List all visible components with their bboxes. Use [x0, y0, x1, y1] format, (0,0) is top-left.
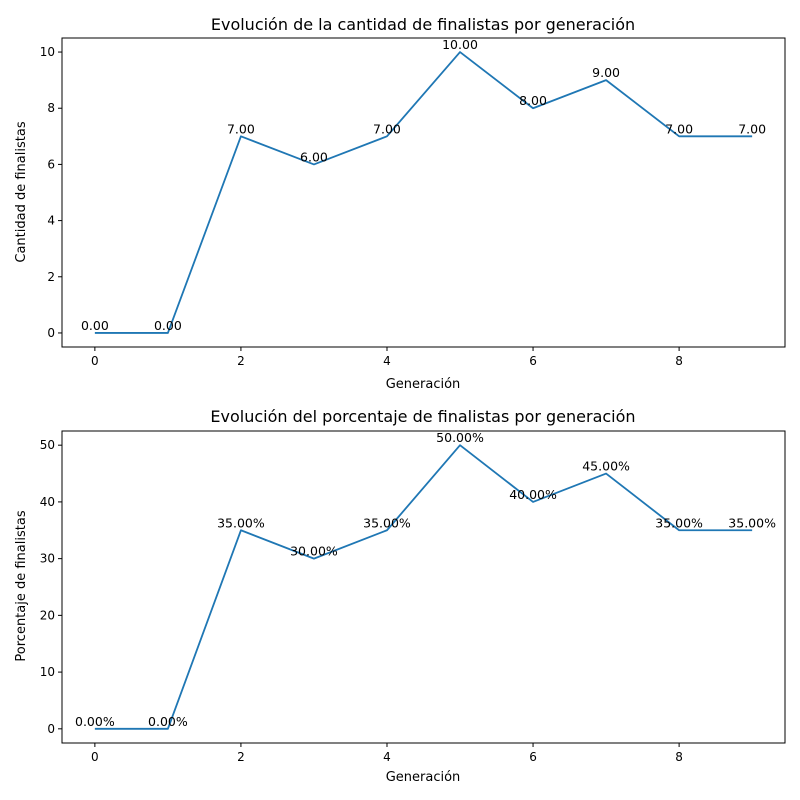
y-tick-label: 20 — [40, 608, 55, 622]
y-tick-label: 30 — [40, 552, 55, 566]
data-label: 0.00 — [154, 318, 182, 333]
x-tick-label: 4 — [383, 354, 391, 368]
y-tick-label: 0 — [47, 326, 55, 340]
y-axis-label: Cantidad de finalistas — [14, 121, 29, 262]
y-tick-label: 6 — [47, 157, 55, 171]
data-label: 35.00% — [217, 515, 265, 530]
data-label: 7.00 — [738, 121, 766, 136]
data-label: 9.00 — [592, 65, 620, 80]
data-label: 35.00% — [655, 515, 703, 530]
plot-area: 0.00 0.00 7.00 6.00 7.00 10.00 8.00 9.00 7.00 7.0… — [40, 37, 786, 368]
y-tick-label: 4 — [47, 214, 55, 228]
data-label: 45.00% — [582, 459, 630, 474]
data-label: 7.00 — [373, 121, 401, 136]
data-label: 7.00 — [227, 121, 255, 136]
y-tick-label: 0 — [47, 722, 55, 736]
y-axis-label: Porcentaje de finalistas — [14, 510, 29, 661]
chart-title: Evolución del porcentaje de finalistas p… — [210, 407, 635, 426]
data-label: 35.00% — [363, 515, 411, 530]
data-label: 40.00% — [509, 487, 557, 502]
data-label: 0.00 — [81, 318, 109, 333]
y-tick-label: 8 — [47, 101, 55, 115]
data-label: 0.00% — [148, 714, 188, 729]
chart-title: Evolución de la cantidad de finalistas p… — [211, 15, 635, 34]
data-label: 6.00 — [300, 149, 328, 164]
x-tick-label: 6 — [529, 354, 537, 368]
x-tick-label: 8 — [675, 354, 683, 368]
x-tick-label: 6 — [529, 750, 537, 764]
chart-finalist-count: Evolución de la cantidad de finalistas p… — [14, 15, 786, 392]
data-label: 10.00 — [442, 37, 478, 52]
x-axis-label: Generación — [386, 770, 461, 785]
x-tick-label: 0 — [91, 750, 99, 764]
x-tick-label: 0 — [91, 354, 99, 368]
plot-area: 0.00% 0.00% 35.00% 30.00% 35.00% 50.00% 40.00%… — [40, 430, 786, 764]
y-tick-label: 50 — [40, 438, 55, 452]
data-label: 8.00 — [519, 93, 547, 108]
x-tick-label: 2 — [237, 750, 245, 764]
series-line — [94, 444, 753, 730]
y-tick-label: 10 — [40, 665, 55, 679]
data-label: 0.00% — [75, 714, 115, 729]
x-tick-label: 2 — [237, 354, 245, 368]
y-tick-label: 40 — [40, 495, 55, 509]
series-line — [94, 51, 753, 334]
y-tick-label: 10 — [40, 45, 55, 59]
data-label: 35.00% — [728, 515, 776, 530]
x-axis-label: Generación — [386, 377, 461, 392]
y-tick-label: 2 — [47, 270, 55, 284]
data-label: 50.00% — [436, 430, 484, 445]
plot-frame — [61, 37, 786, 348]
data-label: 7.00 — [665, 121, 693, 136]
plot-frame — [61, 430, 786, 744]
chart-finalist-percentage: Evolución del porcentaje de finalistas p… — [14, 407, 786, 785]
data-label: 30.00% — [290, 544, 338, 559]
x-tick-label: 8 — [675, 750, 683, 764]
x-tick-label: 4 — [383, 750, 391, 764]
